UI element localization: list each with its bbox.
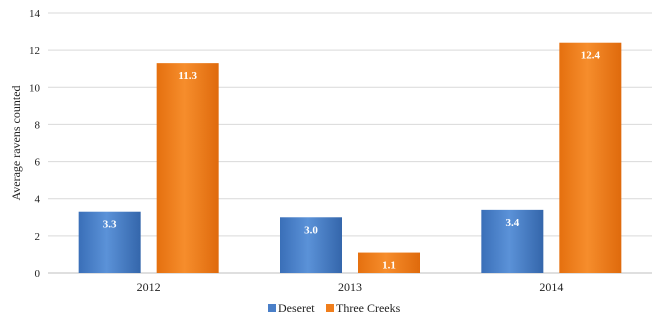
data-labels: 3.3 11.3 3.0 1.1 3.4 12.4 xyxy=(103,50,601,272)
y-tick-label: 0 xyxy=(35,268,41,280)
data-label: 1.1 xyxy=(382,260,396,272)
legend-swatch xyxy=(326,304,334,312)
bar-three-creeks-2013 xyxy=(358,252,420,273)
bar-deseret-2012 xyxy=(78,211,141,273)
y-tick-label: 10 xyxy=(29,82,41,94)
y-axis-label: Average ravens counted xyxy=(9,85,23,200)
legend-label: Deseret xyxy=(278,301,315,315)
y-tick-label: 12 xyxy=(29,45,40,57)
legend-label: Three Creeks xyxy=(336,301,401,315)
data-label: 3.4 xyxy=(505,217,519,229)
gridlines xyxy=(48,12,652,237)
bar-deseret-2014 xyxy=(481,209,544,273)
data-label: 3.3 xyxy=(103,219,117,231)
y-tick-label: 6 xyxy=(35,157,41,169)
data-label: 3.0 xyxy=(304,224,318,236)
bar-three-creeks-2012 xyxy=(156,63,219,274)
x-tick-label: 2013 xyxy=(338,280,362,294)
data-label: 12.4 xyxy=(581,50,601,62)
y-tick-label: 2 xyxy=(35,231,41,243)
bars xyxy=(78,42,622,274)
y-tick-label: 8 xyxy=(35,119,41,131)
y-tick-label: 4 xyxy=(35,194,41,206)
x-tick-label: 2014 xyxy=(539,280,563,294)
y-tick-label: 14 xyxy=(29,8,41,20)
axes: 0 2 4 6 8 10 12 14 Average ravens counted 2012 201… xyxy=(9,8,652,294)
x-tick-label: 2012 xyxy=(137,280,161,294)
data-label: 11.3 xyxy=(178,70,197,82)
bar-deseret-2013 xyxy=(280,217,342,273)
legend: Deseret Three Creeks xyxy=(268,301,401,315)
bar-three-creeks-2014 xyxy=(559,42,622,273)
legend-swatch xyxy=(268,304,276,312)
